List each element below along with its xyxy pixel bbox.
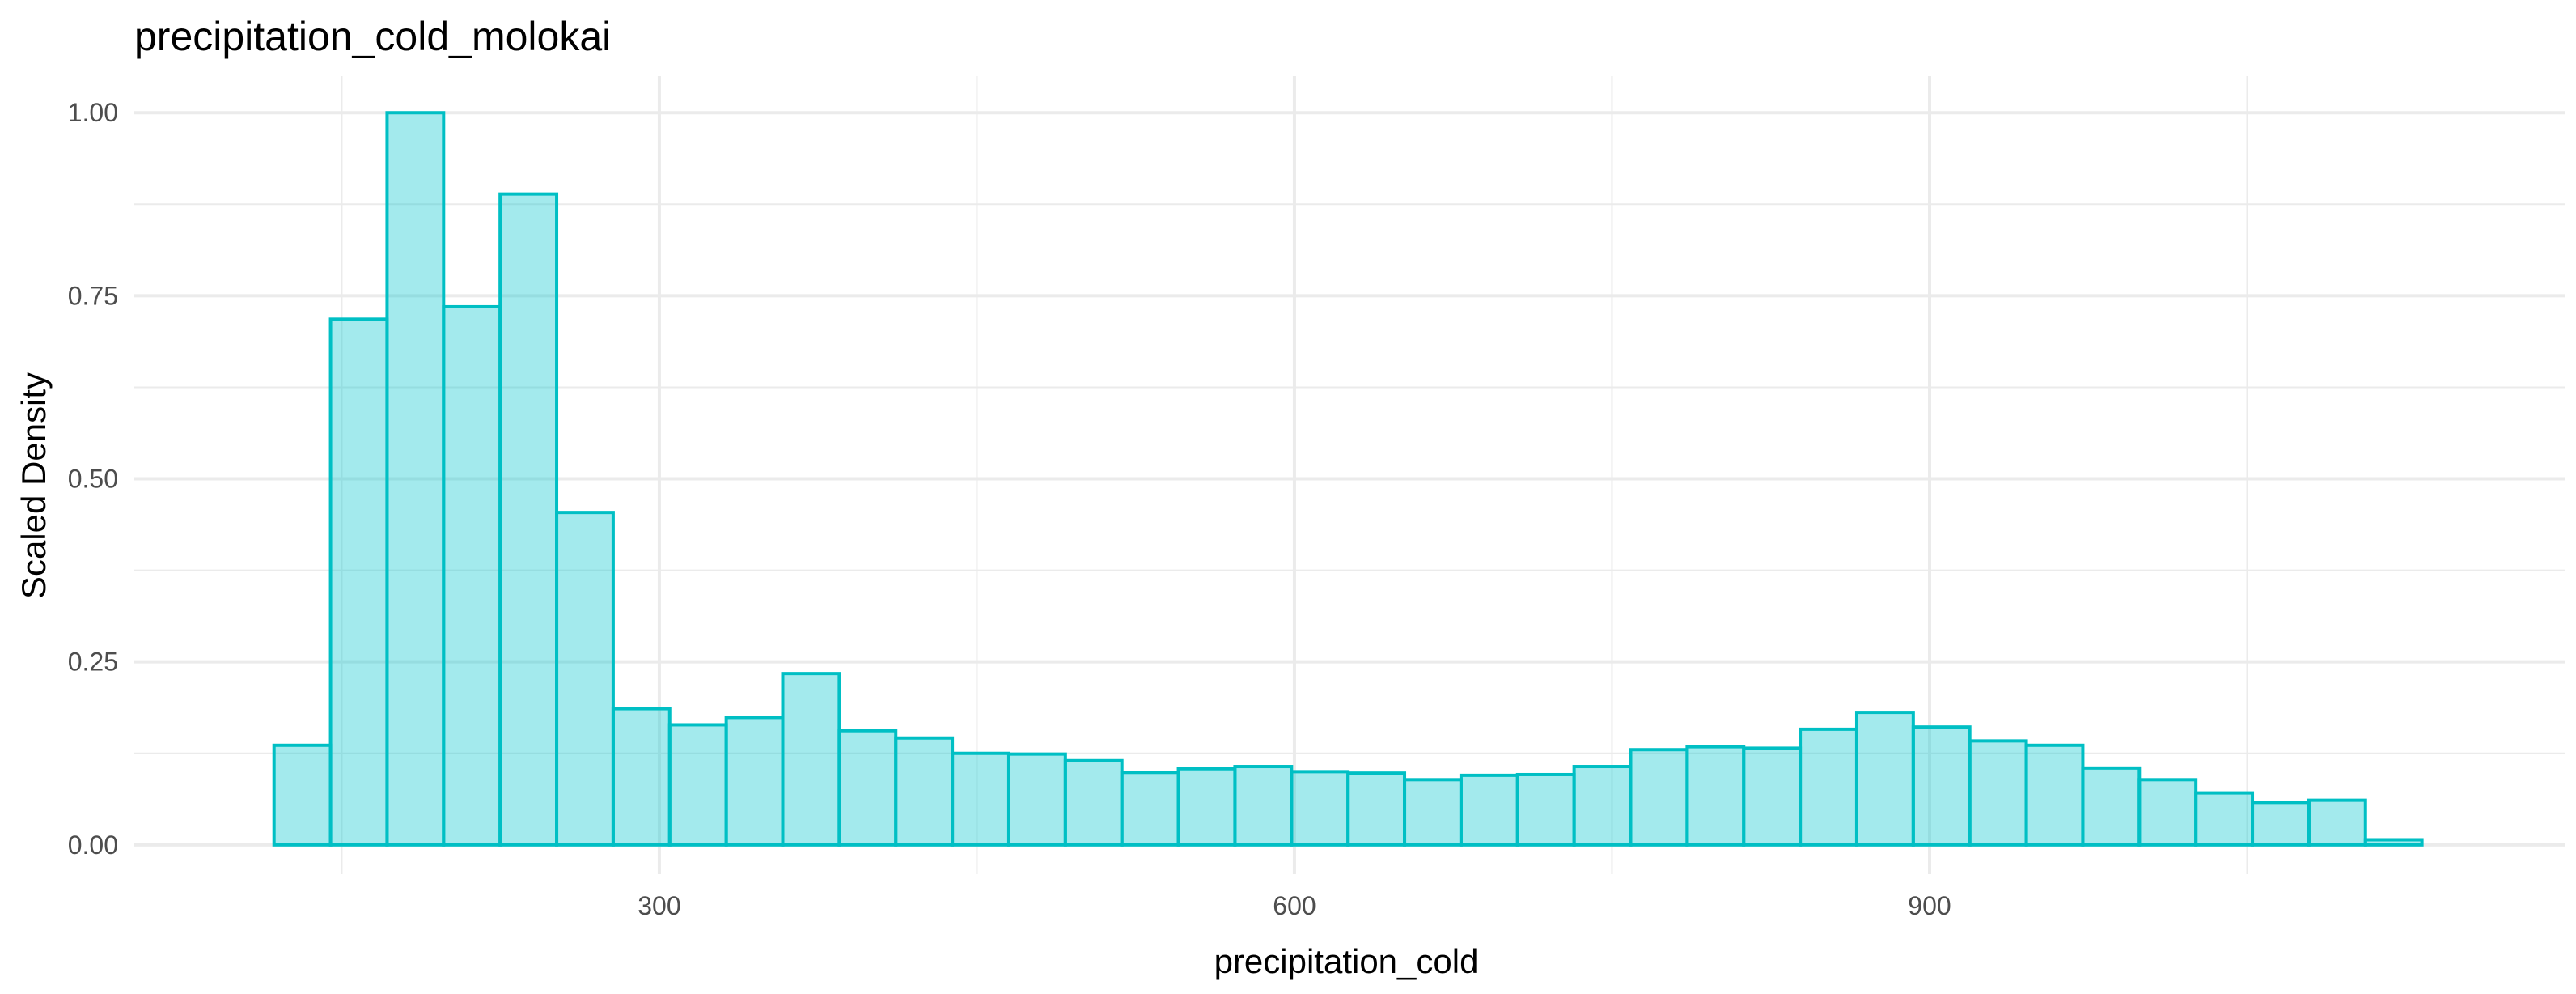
histogram-bar [724, 716, 785, 847]
histogram-bar [951, 751, 1010, 847]
histogram-bar [1685, 745, 1746, 847]
histogram-bar [894, 736, 955, 847]
histogram-bar [1233, 765, 1294, 847]
y-tick-label: 0.75 [68, 281, 118, 310]
x-tick-label: 600 [1273, 891, 1316, 920]
histogram-bar [1515, 772, 1576, 847]
histogram-bar [1742, 746, 1803, 847]
histogram-bar [555, 511, 615, 847]
histogram-bar [1403, 778, 1463, 847]
histogram-bar [1911, 725, 1972, 847]
y-axis-ticks: 0.00 0.25 0.50 0.75 1.00 [68, 98, 118, 860]
histogram-bar [2307, 798, 2367, 847]
histogram-bar [1290, 770, 1350, 847]
histogram-bar [272, 743, 333, 847]
histogram-bar [837, 729, 898, 847]
histogram-bar [1459, 773, 1519, 847]
histogram-bar [1176, 767, 1237, 847]
histogram-bar [667, 723, 728, 847]
histogram-bar [2081, 766, 2142, 847]
x-tick-label: 900 [1908, 891, 1951, 920]
histogram-bar [328, 317, 389, 847]
histogram-bar [2251, 801, 2311, 847]
histogram-bar [1799, 727, 1858, 847]
histogram-bar [1346, 771, 1407, 847]
histogram-bar [1006, 752, 1067, 847]
y-tick-label: 0.00 [68, 830, 118, 860]
histogram-bar [1854, 711, 1915, 847]
histogram-bar [442, 304, 502, 847]
histogram-bar [1120, 771, 1180, 847]
chart-title: precipitation_cold_molokai [134, 14, 611, 59]
histogram-bar [2024, 743, 2085, 847]
histogram-bar [1968, 739, 2028, 847]
histogram-bar [1063, 758, 1124, 847]
histogram-bar [2363, 838, 2424, 847]
histogram-bar [1629, 748, 1689, 847]
histogram-bar [2194, 791, 2255, 847]
y-axis-title: Scaled Density [15, 372, 53, 599]
x-tick-label: 300 [638, 891, 680, 920]
histogram-bar [2137, 778, 2198, 847]
y-tick-label: 0.25 [68, 648, 118, 677]
histogram-bar [385, 111, 446, 847]
y-tick-label: 0.50 [68, 465, 118, 494]
histogram-bar [1572, 765, 1633, 847]
x-axis-title: precipitation_cold [1214, 942, 1479, 980]
y-tick-label: 1.00 [68, 98, 118, 127]
histogram-bars [272, 111, 2424, 847]
histogram-bar [611, 707, 672, 847]
x-axis-ticks: 300 600 900 [638, 891, 1951, 920]
histogram-bar [781, 672, 841, 847]
histogram-bar [498, 192, 559, 847]
